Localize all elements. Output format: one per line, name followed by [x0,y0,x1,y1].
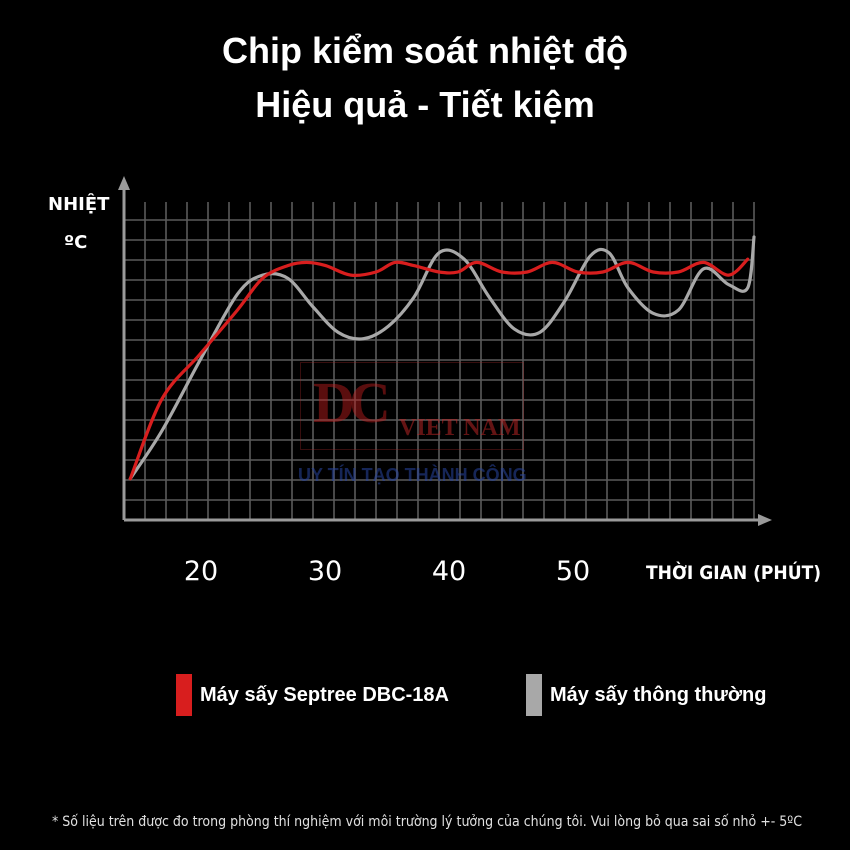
legend-label: Máy sấy Septree DBC-18A [200,683,449,706]
watermark-slogan: UY TÍN TẠO THÀNH CÔNG [298,465,527,485]
x-tick-label: 50 [555,556,591,587]
footnote: * Số liệu trên được đo trong phòng thí n… [52,814,803,830]
series-lines [128,235,756,481]
x-tick-label: 30 [307,556,343,587]
series-line-septree [128,257,750,481]
series-line-normal [128,235,756,481]
axes [118,176,772,526]
chart-title-line2: Hiệu quả - Tiết kiệm [255,84,595,125]
legend-swatch-red [176,674,192,716]
chart-title-line1: Chip kiểm soát nhiệt độ [221,30,629,71]
y-axis-label: NHIỆT [48,194,110,215]
x-tick-label: 20 [183,556,219,587]
watermark-brand: VIET NAM [399,415,521,441]
x-tick-label: 40 [431,556,467,587]
y-axis-unit: ºC [64,232,88,253]
y-axis-arrow [118,176,130,190]
legend-item-septree: Máy sấy Septree DBC-18A [176,674,449,716]
x-axis-arrow [758,514,772,526]
x-axis-label: THỜI GIAN (PHÚT) [646,562,822,584]
legend-item-normal: Máy sấy thông thường [526,674,766,716]
legend-swatch-gray [526,674,542,716]
legend-label: Máy sấy thông thường [550,683,767,706]
watermark-logo: DC [313,370,391,435]
grid [124,202,755,520]
watermark-box: DC VIET NAM [300,362,524,450]
